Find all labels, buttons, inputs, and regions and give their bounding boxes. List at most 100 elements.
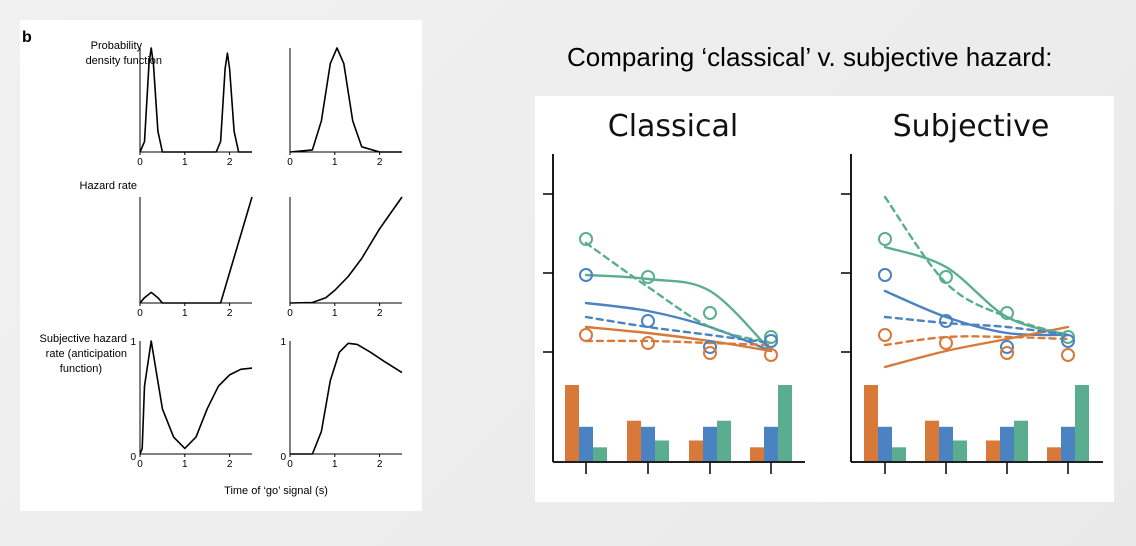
blue-marker: [764, 334, 778, 348]
bar-blue: [579, 426, 593, 461]
x-tick-label: 1: [182, 308, 188, 319]
row-label-subjective-line2: rate (anticipation: [46, 348, 127, 360]
x-tick-label: 2: [377, 459, 383, 470]
orange-dashed-line: [584, 339, 773, 347]
y-tick-zero-left: 0: [130, 452, 136, 463]
pdf-curve: [139, 47, 252, 153]
right-plots: [543, 154, 1103, 474]
row-label-subjective-line3: function): [60, 363, 102, 375]
y-tick-one-right: 1: [280, 337, 286, 348]
x-tick-label: 2: [227, 459, 233, 470]
blue-marker: [878, 268, 892, 282]
x-tick-label: 1: [182, 459, 188, 470]
green-marker: [939, 270, 953, 284]
bar-orange: [565, 385, 579, 461]
bar-green: [717, 420, 731, 461]
blue-marker: [939, 314, 953, 328]
x-tick-label: 0: [137, 459, 143, 470]
x-tick-label: 1: [332, 308, 338, 319]
chart-title-classical: Classical: [608, 109, 738, 144]
x-axis-label: Time of ‘go’ signal (s): [224, 485, 328, 497]
left-figure: b Probability density function Hazard ra…: [22, 29, 403, 497]
bar-orange: [689, 440, 703, 461]
bar-green: [1014, 420, 1028, 461]
y-tick-zero-right: 0: [280, 452, 286, 463]
x-tick-label: 0: [137, 308, 143, 319]
subjective-curve: [290, 342, 403, 455]
x-tick-label: 1: [182, 157, 188, 168]
x-tick-label: 0: [287, 308, 293, 319]
pdf-curve: [289, 47, 402, 153]
row-label-pdf-line1: Probability: [91, 40, 143, 52]
blue-solid-line: [584, 301, 773, 353]
left-plots: 0 1 2 0 1 2 0 1 2 0 1 2 0 1 2 0 1 2: [137, 47, 403, 470]
blue-marker: [579, 268, 593, 282]
bar-blue: [1000, 426, 1014, 461]
left-figure-panel: [20, 20, 422, 511]
slide-title: Comparing ‘classical’ v. subjective haza…: [567, 42, 1053, 72]
blue-dashed-line: [584, 315, 773, 345]
bar-green: [1075, 385, 1089, 461]
orange-marker: [579, 328, 593, 342]
orange-marker: [878, 328, 892, 342]
blue-marker: [703, 340, 717, 354]
orange-solid-line: [584, 325, 773, 353]
bar-blue: [1061, 426, 1075, 461]
green-solid-line: [584, 273, 773, 353]
chart-title-subjective: Subjective: [893, 109, 1050, 144]
x-tick-label: 2: [377, 157, 383, 168]
right-figure: Classical Subjective: [543, 109, 1103, 474]
bar-green: [892, 447, 906, 461]
green-solid-line: [883, 245, 1070, 337]
x-tick-label: 0: [287, 157, 293, 168]
green-marker: [1061, 330, 1075, 344]
hazard-curve: [139, 196, 253, 304]
orange-marker: [703, 346, 717, 360]
orange-dashed-line: [883, 335, 1070, 347]
bar-orange: [925, 420, 939, 461]
x-tick-label: 1: [332, 157, 338, 168]
blue-marker: [1061, 334, 1075, 348]
x-tick-label: 2: [227, 157, 233, 168]
green-dashed-line: [584, 241, 773, 345]
orange-marker: [641, 336, 655, 350]
panel-letter: b: [22, 29, 32, 46]
y-tick-one-left: 1: [130, 337, 136, 348]
blue-dashed-line: [883, 315, 1070, 337]
orange-marker: [939, 336, 953, 350]
x-tick-label: 2: [227, 308, 233, 319]
green-marker: [878, 232, 892, 246]
bar-orange: [986, 440, 1000, 461]
bar-blue: [641, 426, 655, 461]
blue-marker: [1000, 340, 1014, 354]
bar-green: [655, 440, 669, 461]
bar-green: [953, 440, 967, 461]
x-tick-label: 0: [137, 157, 143, 168]
bar-orange: [1047, 447, 1061, 461]
bar-orange: [864, 385, 878, 461]
row-label-pdf-line2: density function: [86, 55, 162, 67]
orange-marker: [1000, 346, 1014, 360]
hazard-curve: [289, 196, 403, 304]
orange-marker: [764, 348, 778, 362]
bar-blue: [878, 426, 892, 461]
x-tick-label: 0: [287, 459, 293, 470]
bar-blue: [939, 426, 953, 461]
x-tick-label: 1: [332, 459, 338, 470]
row-label-hazard: Hazard rate: [80, 180, 137, 192]
green-marker: [641, 270, 655, 284]
bar-orange: [750, 447, 764, 461]
bar-green: [593, 447, 607, 461]
green-marker: [764, 330, 778, 344]
bar-green: [778, 385, 792, 461]
orange-marker: [1061, 348, 1075, 362]
green-marker: [579, 232, 593, 246]
green-dashed-line: [883, 195, 1070, 337]
bar-blue: [703, 426, 717, 461]
green-marker: [1000, 306, 1014, 320]
subjective-curve: [139, 340, 253, 455]
green-marker: [703, 306, 717, 320]
blue-marker: [641, 314, 655, 328]
bar-orange: [627, 420, 641, 461]
orange-solid-line: [883, 325, 1070, 369]
